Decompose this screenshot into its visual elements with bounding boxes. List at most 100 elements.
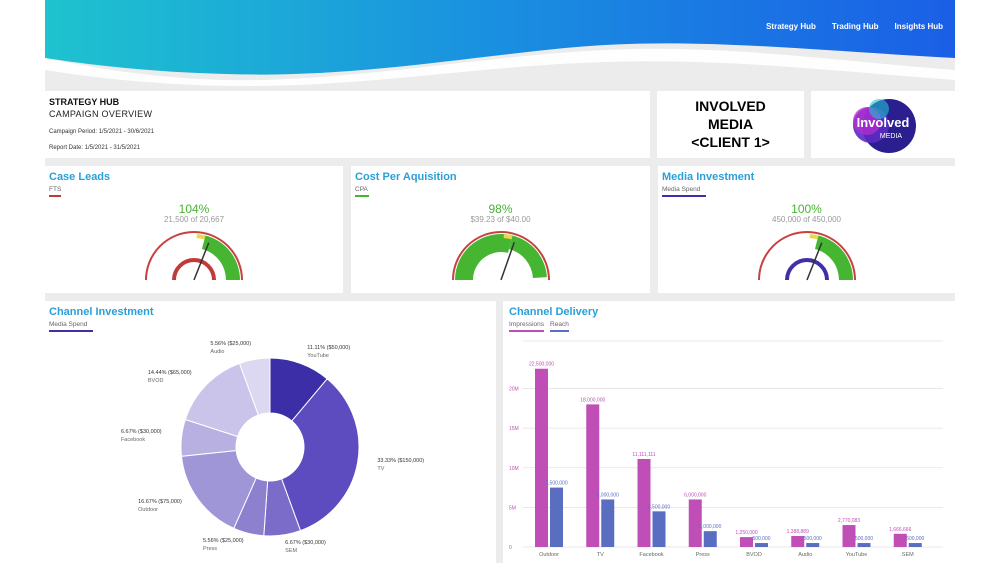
bar-impressions-tv[interactable] (586, 404, 600, 547)
channel-investment-subtitle: Media Spend (49, 321, 93, 332)
bar-value-label: 22,500,000 (529, 362, 554, 368)
gauge (451, 231, 550, 281)
bar-value-label: 500,000 (855, 536, 873, 542)
channel-investment-title: Channel Investment (49, 306, 154, 318)
bar-reach-audio[interactable] (806, 543, 820, 547)
kpi-underline (355, 195, 369, 197)
header-banner: Strategy Hub Trading Hub Insights Hub (45, 0, 955, 90)
bar-value-label: 500,000 (804, 536, 822, 542)
bar-value-label: 500,000 (752, 536, 770, 542)
gauge-warning-band (503, 234, 512, 240)
donut-label-value: 33.33% ($150,000) (377, 457, 425, 464)
channel-delivery-title: Channel Delivery (509, 306, 599, 318)
bar-impressions-audio[interactable] (791, 535, 805, 547)
gauge-target-band (814, 235, 853, 280)
donut-label: 5.56% ($25,000) Audio (210, 340, 251, 356)
donut-label: 6.67% ($30,000) Facebook (121, 428, 162, 444)
donut-slice-audio[interactable] (238, 357, 271, 416)
top-nav: Strategy Hub Trading Hub Insights Hub (766, 22, 943, 31)
legend-reach[interactable]: Reach (550, 321, 569, 332)
bar-impressions-bvod[interactable] (740, 537, 753, 547)
kpi-underline (49, 195, 61, 197)
client-line-2: MEDIA (707, 116, 754, 132)
gauge-outer-ring (451, 231, 550, 281)
bar-impressions-outdoor[interactable] (535, 368, 548, 547)
gauge-fill (454, 233, 512, 280)
bar-impressions-youtube[interactable] (842, 525, 856, 547)
bar-impressions-facebook[interactable] (637, 458, 651, 547)
bar-value-label: 1,666,666 (889, 527, 911, 533)
bar-value-label: 11,111,111 (632, 452, 655, 458)
bar-reach-bvod[interactable] (755, 543, 768, 547)
kpi-detail: 450,000 of 450,000 (772, 215, 841, 224)
x-tick-label: TV (597, 552, 604, 558)
kpi-sub-label: FTS (49, 186, 62, 193)
logo-text: Involved (857, 115, 910, 130)
kpi-detail: $39.23 of $40.00 (470, 215, 531, 224)
dashboard: Strategy Hub Trading Hub Insights Hub ST… (45, 0, 955, 563)
kpi-percent: 100% (791, 202, 822, 216)
gauge (757, 231, 856, 281)
donut-label: 16.67% ($75,000) Outdoor (138, 498, 182, 514)
legend-impressions[interactable]: Impressions (509, 321, 545, 332)
bar-value-label: 6,000,000 (597, 492, 619, 498)
donut-label-category: BVOD (147, 377, 164, 384)
kpi-sub-label: Media Spend (662, 186, 701, 193)
bar-reach-youtube[interactable] (857, 543, 871, 547)
y-tick-label: 15M (509, 426, 519, 432)
bar-reach-facebook[interactable] (652, 511, 666, 547)
channel-investment-card: Channel Investment Media Spend 11.11% ($… (45, 301, 496, 563)
donut-label-category: Press (202, 545, 218, 552)
x-tick-label: BVOD (746, 552, 762, 558)
client-line-1: INVOLVED (695, 98, 766, 114)
y-tick-label: 5M (509, 505, 516, 511)
campaign-period: Campaign Period: 1/5/2021 - 30/6/2021 (49, 129, 155, 135)
bar-value-label: 1,250,000 (735, 530, 757, 536)
kpi-subtitle: FTS (49, 186, 61, 197)
donut-label: 5.56% ($25,000) Press (203, 537, 244, 553)
kpi-subtitle: Media Spend (662, 186, 706, 197)
campaign-info-card: STRATEGY HUB CAMPAIGN OVERVIEW Campaign … (45, 91, 650, 158)
gauge-target-band (508, 235, 547, 278)
donut-label-value: 16.67% ($75,000) (138, 499, 182, 506)
donut-label-category: TV (377, 465, 385, 472)
donut-label-category: SEM (285, 548, 298, 555)
gauge-inner-ring (172, 258, 216, 281)
bar-impressions-sem[interactable] (893, 533, 907, 547)
donut-label-value: 6.67% ($30,000) (285, 540, 326, 547)
nav-insights-hub[interactable]: Insights Hub (894, 22, 943, 31)
client-name: INVOLVED MEDIA <CLIENT 1> (657, 97, 804, 151)
bar-reach-outdoor[interactable] (550, 487, 563, 547)
donut-label-category: YouTube (307, 353, 329, 360)
bar-reach-tv[interactable] (601, 499, 615, 547)
nav-strategy-hub[interactable]: Strategy Hub (766, 22, 816, 31)
donut-label: 33.33% ($150,000) TV (377, 457, 424, 473)
bar-reach-press[interactable] (703, 531, 717, 547)
x-tick-label: SEM (902, 552, 914, 558)
kpi-detail: 21,500 of 20,667 (163, 215, 225, 224)
kpi-subtitle: CPA (355, 186, 369, 197)
bar-impressions-press[interactable] (688, 499, 702, 547)
channel-investment-underline (49, 330, 93, 332)
bar-value-label: 7,500,000 (545, 481, 567, 487)
donut-label-value: 5.56% ($25,000) (210, 340, 252, 347)
y-tick-label: 20M (509, 387, 519, 393)
gauge-warning-band (809, 234, 818, 240)
donut-label: 14.44% ($65,000) BVOD (148, 369, 192, 385)
channel-delivery-card: Channel Delivery Impressions Reach 0 5M 10… (503, 301, 955, 563)
gauge-needle (805, 242, 822, 281)
y-tick-label: 0 (509, 545, 512, 551)
gauge-outer-ring (757, 231, 856, 281)
nav-trading-hub[interactable]: Trading Hub (831, 22, 879, 31)
bar-value-label: 2,000,000 (699, 524, 721, 530)
donut-slice-tv[interactable] (280, 378, 360, 532)
gauge-inner-ring (478, 258, 523, 281)
gauge-needle (499, 242, 515, 281)
bar-value-label: 6,000,000 (684, 492, 706, 498)
bar-reach-sem[interactable] (908, 543, 922, 547)
kpi-card-media-investment: Media Investment Media Spend 100% 450,00… (658, 166, 955, 293)
x-tick-label: Audio (798, 552, 812, 558)
kpi-card-case-leads: Case Leads FTS 104% 21,500 of 20,667 (45, 166, 343, 293)
x-tick-label: Outdoor (539, 552, 559, 558)
donut-label-value: 5.56% ($25,000) (202, 537, 244, 544)
